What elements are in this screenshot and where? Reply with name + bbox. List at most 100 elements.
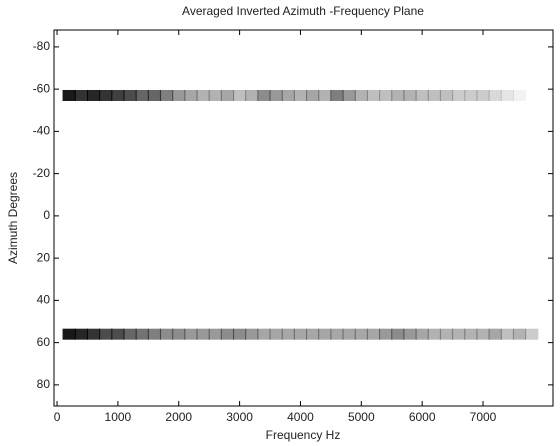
y-axis-label: Azimuth Degrees xyxy=(6,172,20,264)
heat-cell xyxy=(379,89,393,101)
heat-cell xyxy=(74,89,89,101)
x-tick-label: 7000 xyxy=(470,410,497,424)
y-tick-label: 20 xyxy=(37,250,51,264)
heat-cell xyxy=(135,328,149,340)
heat-cell xyxy=(403,89,417,101)
heat-cell xyxy=(525,328,539,340)
heat-cell xyxy=(318,328,332,340)
heat-cell xyxy=(220,89,235,101)
heat-cell xyxy=(245,328,259,340)
heat-cell xyxy=(208,328,222,340)
chart-title: Averaged Inverted Azimuth -Frequency Pla… xyxy=(182,4,424,18)
heat-cell xyxy=(403,328,417,340)
heat-cell xyxy=(318,89,332,101)
heat-cell xyxy=(379,328,393,340)
heat-cell xyxy=(147,89,162,101)
heat-cell xyxy=(476,89,490,101)
heat-cell xyxy=(147,328,162,340)
heat-cell xyxy=(354,89,368,101)
heat-cell xyxy=(269,89,283,101)
x-tick-label: 3000 xyxy=(226,410,253,424)
heat-cell xyxy=(123,328,137,340)
heat-cell xyxy=(354,328,368,340)
heat-cell xyxy=(111,328,125,340)
heat-cell xyxy=(427,89,441,101)
y-tick-label: -60 xyxy=(33,81,51,95)
heat-cell xyxy=(427,328,441,340)
heat-cell xyxy=(62,89,76,101)
heat-cell xyxy=(439,328,454,340)
heat-cell xyxy=(196,89,210,101)
x-tick-label: 6000 xyxy=(409,410,436,424)
heat-cell xyxy=(86,89,101,101)
heat-cell xyxy=(415,89,429,101)
x-tick-label: 5000 xyxy=(348,410,375,424)
heat-cell xyxy=(342,328,356,340)
heat-cell xyxy=(257,89,271,101)
heat-cell xyxy=(269,328,283,340)
y-tick-label: 40 xyxy=(37,293,51,307)
heat-cell xyxy=(464,328,478,340)
heat-cell xyxy=(281,328,295,340)
heat-cell xyxy=(281,89,295,101)
heat-cell xyxy=(159,89,174,101)
heat-cell xyxy=(111,89,125,101)
heat-cell xyxy=(512,89,527,101)
heat-cell xyxy=(512,328,527,340)
y-tick-label: -80 xyxy=(33,39,51,53)
heat-cell xyxy=(439,89,454,101)
heat-cell xyxy=(172,89,186,101)
heat-cell xyxy=(99,328,113,340)
heat-cell xyxy=(232,328,247,340)
heat-cell xyxy=(488,328,502,340)
heat-cell xyxy=(159,328,174,340)
x-tick-label: 2000 xyxy=(165,410,192,424)
heat-cell xyxy=(476,328,490,340)
heat-cell xyxy=(391,328,405,340)
heat-cell xyxy=(184,328,198,340)
heat-cell xyxy=(305,89,320,101)
heat-cell xyxy=(86,328,101,340)
y-tick-label: -20 xyxy=(33,166,51,180)
y-tick-label: 80 xyxy=(37,377,51,391)
heat-cell xyxy=(525,90,538,101)
heat-cell xyxy=(123,89,137,101)
y-tick-label: -40 xyxy=(33,124,51,138)
heat-cell xyxy=(452,89,466,101)
heat-cell xyxy=(342,89,356,101)
heat-cell xyxy=(330,89,344,101)
heat-cell xyxy=(172,328,186,340)
x-tick-label: 1000 xyxy=(105,410,132,424)
heat-cell xyxy=(330,328,344,340)
heat-cell xyxy=(500,89,515,101)
heat-cell xyxy=(293,89,308,101)
heat-cell xyxy=(293,328,308,340)
heat-cell xyxy=(208,89,222,101)
x-tick-label: 4000 xyxy=(287,410,314,424)
heat-cell xyxy=(305,328,320,340)
heat-cell xyxy=(452,328,466,340)
x-axis-label: Frequency Hz xyxy=(266,428,341,442)
heat-cell xyxy=(220,328,235,340)
heat-cell xyxy=(135,89,149,101)
heat-cell xyxy=(488,89,502,101)
heat-cell xyxy=(366,89,381,101)
heat-cell xyxy=(184,89,198,101)
heat-cell xyxy=(257,328,271,340)
heat-cell xyxy=(62,328,76,340)
heat-cell xyxy=(464,89,478,101)
heat-cell xyxy=(391,89,405,101)
heat-cell xyxy=(232,89,247,101)
heat-cell xyxy=(196,328,210,340)
heat-cell xyxy=(245,89,259,101)
y-tick-label: 60 xyxy=(37,335,51,349)
heat-cell xyxy=(74,328,89,340)
heat-cell xyxy=(500,328,515,340)
heat-cell xyxy=(415,328,429,340)
heat-cell xyxy=(99,89,113,101)
x-tick-label: 0 xyxy=(54,410,61,424)
y-tick-label: 0 xyxy=(43,208,50,222)
heat-cell xyxy=(366,328,381,340)
